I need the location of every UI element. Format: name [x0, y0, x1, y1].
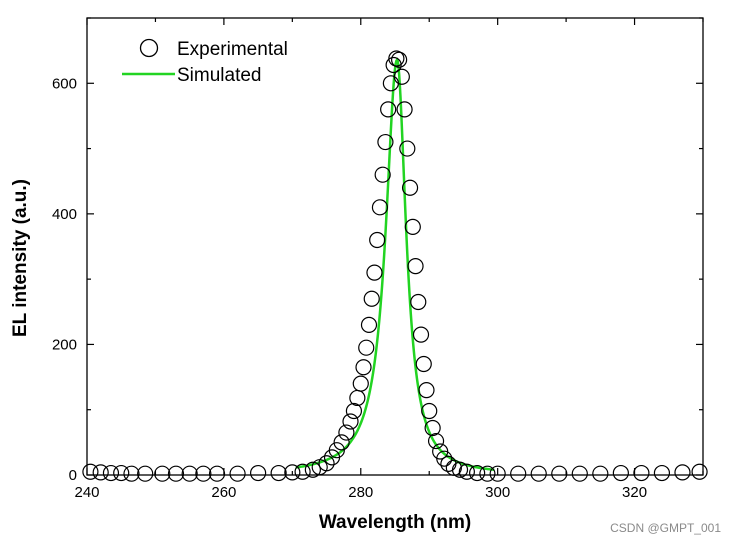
legend-label-experimental: Experimental: [177, 39, 288, 60]
experimental-point: [382, 75, 399, 92]
experimental-point: [352, 375, 369, 392]
axis-ticks: [86, 17, 704, 476]
experimental-series: [82, 50, 708, 482]
experimental-point: [418, 382, 435, 399]
simulated-line: [295, 57, 495, 472]
experimental-point: [229, 465, 246, 482]
experimental-point: [571, 465, 588, 482]
experimental-point: [374, 166, 391, 183]
experimental-point: [551, 465, 568, 482]
experimental-point: [451, 461, 469, 478]
x-tick-label: 240: [74, 484, 99, 501]
experimental-point: [424, 419, 441, 437]
y-tick-label: 600: [52, 75, 77, 92]
experimental-point: [92, 464, 109, 481]
experimental-point: [360, 316, 378, 333]
experimental-point: [208, 465, 226, 482]
experimental-point: [633, 464, 650, 482]
x-tick-label: 320: [622, 484, 647, 501]
experimental-point: [355, 359, 372, 376]
experimental-point: [691, 463, 708, 480]
x-axis-title: Wavelength (nm): [319, 512, 471, 533]
experimental-point: [328, 442, 345, 459]
experimental-point: [458, 463, 475, 480]
experimental-point: [358, 339, 375, 356]
experimental-point: [333, 434, 350, 451]
experimental-point: [489, 465, 506, 482]
experimental-point: [181, 465, 198, 482]
experimental-point: [415, 355, 432, 373]
experimental-point: [530, 465, 547, 482]
experimental-point: [137, 465, 154, 482]
experimental-point: [318, 455, 335, 472]
experimental-point: [412, 326, 430, 343]
experimental-point: [399, 140, 416, 157]
x-tick-label: 280: [348, 484, 373, 501]
experimental-point: [270, 464, 287, 482]
experimental-point: [338, 424, 355, 441]
experimental-point: [102, 464, 120, 482]
experimental-point: [421, 402, 438, 420]
experimental-point: [674, 464, 691, 481]
experimental-point: [284, 464, 301, 481]
experimental-point: [369, 231, 386, 249]
experimental-point: [436, 450, 453, 467]
experimental-point: [250, 464, 267, 482]
tick-labels: 240 260 280 300 320 0 200 400 600: [52, 75, 647, 501]
experimental-point: [592, 465, 609, 482]
experimental-point: [440, 455, 457, 472]
x-tick-label: 300: [485, 484, 510, 501]
experimental-point: [393, 68, 410, 85]
experimental-point: [349, 389, 366, 407]
experimental-point: [391, 51, 408, 68]
experimental-point: [342, 413, 359, 430]
experimental-point: [377, 133, 394, 151]
experimental-point: [113, 464, 130, 482]
y-tick-label: 200: [52, 336, 77, 353]
plot-border: [86, 17, 704, 476]
experimental-point: [304, 461, 321, 478]
experimental-point: [396, 101, 413, 118]
experimental-point: [123, 465, 140, 482]
experimental-point: [653, 464, 671, 482]
experimental-point: [410, 293, 427, 311]
experimental-point: [195, 465, 212, 482]
watermark: CSDN @GMPT_001: [610, 521, 721, 535]
experimental-point: [510, 465, 527, 482]
experimental-point: [380, 101, 397, 118]
y-tick-label: 400: [52, 206, 77, 223]
simulated-series: [295, 57, 495, 472]
experimental-point: [427, 432, 445, 450]
x-tick-label: 260: [211, 484, 236, 501]
plot-frame: [86, 17, 704, 476]
experimental-point: [294, 463, 311, 480]
experimental-point: [407, 257, 424, 275]
legend-marker-experimental: [139, 38, 159, 58]
experimental-point: [154, 465, 171, 482]
experimental-point: [612, 464, 629, 482]
experimental-point: [388, 50, 405, 67]
legend-label-simulated: Simulated: [177, 65, 262, 86]
y-tick-label: 0: [69, 467, 77, 484]
experimental-point: [345, 402, 363, 420]
experimental-point: [82, 463, 99, 480]
experimental-point: [371, 199, 389, 216]
experimental-point: [401, 179, 419, 196]
experimental-point: [363, 290, 380, 307]
legend: Experimental Simulated: [122, 38, 288, 86]
experimental-point: [445, 459, 462, 476]
experimental-point: [469, 464, 486, 482]
experimental-point: [479, 465, 496, 482]
experimental-point: [366, 264, 383, 281]
experimental-point: [404, 218, 421, 236]
experimental-point: [167, 465, 185, 482]
y-axis-title: EL intensity (a.u.): [10, 179, 31, 337]
